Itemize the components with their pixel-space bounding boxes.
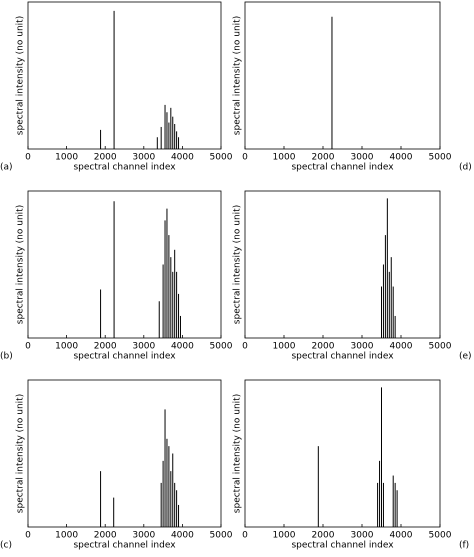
x-tick-label: 5000: [429, 342, 452, 352]
x-tick-label: 1000: [55, 342, 78, 352]
panel-label: (a): [0, 163, 13, 173]
plot-frame: [244, 190, 441, 339]
x-axis-label: spectral channel index: [291, 541, 394, 551]
x-tick-label: 3000: [351, 531, 374, 541]
x-tick-label: 5000: [429, 153, 452, 163]
plot-frame: [244, 379, 441, 528]
plot-frame: [27, 379, 222, 528]
x-tick-label: 0: [25, 342, 31, 352]
x-tick-label: 0: [242, 531, 248, 541]
x-tick-label: 4000: [171, 153, 194, 163]
panel-label: (e): [459, 352, 472, 362]
x-tick-label: 2000: [312, 153, 335, 163]
x-tick-label: 2000: [312, 342, 335, 352]
x-tick-label: 4000: [390, 342, 413, 352]
y-axis-label: spectral intensity (no unit): [16, 16, 26, 135]
x-tick-label: 4000: [390, 153, 413, 163]
x-tick-label: 2000: [94, 531, 117, 541]
y-axis-label: spectral intensity (no unit): [16, 394, 26, 513]
panel-label: (d): [459, 163, 472, 173]
x-tick-label: 3000: [351, 342, 374, 352]
panel-label: (c): [0, 541, 12, 551]
x-axis-label: spectral channel index: [73, 352, 176, 362]
x-tick-label: 1000: [273, 153, 296, 163]
x-axis-label: spectral channel index: [73, 541, 176, 551]
x-tick-label: 0: [242, 342, 248, 352]
y-axis-label: spectral intensity (no unit): [233, 394, 243, 513]
y-axis-label: spectral intensity (no unit): [233, 205, 243, 324]
y-axis-label: spectral intensity (no unit): [16, 205, 26, 324]
x-tick-label: 1000: [55, 531, 78, 541]
x-tick-label: 4000: [390, 531, 413, 541]
x-tick-label: 2000: [94, 342, 117, 352]
x-axis-label: spectral channel index: [291, 352, 394, 362]
x-tick-label: 2000: [94, 153, 117, 163]
x-axis-label: spectral channel index: [291, 163, 394, 173]
plot-frame: [27, 1, 222, 150]
panel-label: (b): [0, 352, 13, 362]
x-tick-label: 4000: [171, 531, 194, 541]
panel-label: (f): [459, 541, 469, 551]
x-tick-label: 1000: [55, 153, 78, 163]
x-tick-label: 0: [25, 531, 31, 541]
x-tick-label: 3000: [132, 531, 155, 541]
x-tick-label: 1000: [273, 531, 296, 541]
x-tick-label: 3000: [351, 153, 374, 163]
x-tick-label: 5000: [210, 342, 233, 352]
x-tick-label: 1000: [273, 342, 296, 352]
x-tick-label: 4000: [171, 342, 194, 352]
x-tick-label: 2000: [312, 531, 335, 541]
x-axis-label: spectral channel index: [73, 163, 176, 173]
x-tick-label: 0: [25, 153, 31, 163]
x-tick-label: 3000: [132, 342, 155, 352]
x-tick-label: 5000: [210, 153, 233, 163]
x-tick-label: 3000: [132, 153, 155, 163]
plot-frame: [244, 1, 441, 150]
x-tick-label: 5000: [429, 531, 452, 541]
plot-frame: [27, 190, 222, 339]
x-tick-label: 0: [242, 153, 248, 163]
x-tick-label: 5000: [210, 531, 233, 541]
y-axis-label: spectral intensity (no unit): [233, 16, 243, 135]
